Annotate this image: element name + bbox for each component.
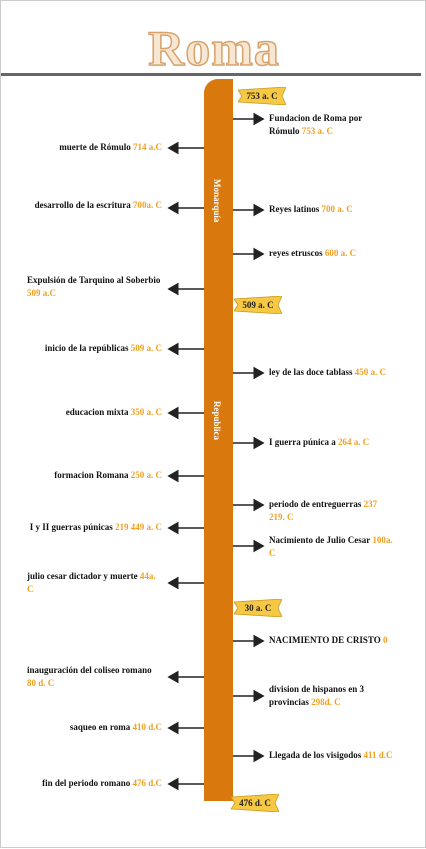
period-label: Republica <box>212 401 222 441</box>
event-text: saqueo en roma <box>69 722 131 732</box>
event-text: inicio de la repúblicas <box>44 343 129 353</box>
event: muerte de Rómulo 714 a.C <box>59 141 162 154</box>
period-label: Monarquía <box>212 179 222 223</box>
event-date: 250 a. C <box>130 470 162 480</box>
event-date: 700 a. C <box>321 204 353 214</box>
date-banner: 509 a. C <box>234 296 282 314</box>
event: I y II guerras púnicas 219 449 a. C <box>30 521 162 534</box>
event-text: I y II guerras púnicas <box>29 522 113 532</box>
event-text: formacion Romana <box>54 470 129 480</box>
event-date: 100a. C <box>269 535 393 558</box>
event-text: Llegada de los visigodos <box>269 750 362 760</box>
event-date: 509 a. C <box>130 343 162 353</box>
event: I guerra púnica a 264 a. C <box>269 436 369 449</box>
event: julio cesar dictador y muerte 44a. C <box>27 570 162 596</box>
event: formacion Romana 250 a. C <box>54 469 162 482</box>
event: Nacimiento de Julio Cesar 100a. C <box>269 534 394 560</box>
event-date: 350 a. C <box>130 407 162 417</box>
event-text: muerte de Rómulo <box>59 142 131 152</box>
event-date: 264 a. C <box>338 437 370 447</box>
event-date: 80 d. C <box>27 678 55 688</box>
banner-text: 476 d. C <box>239 798 271 808</box>
event: inauguración del coliseo romano 80 d. C <box>27 664 162 690</box>
event-text: Fundacion de Roma por Rómulo <box>269 113 363 136</box>
event-text: periodo de entreguerras <box>269 499 362 509</box>
event: fin del periodo romano 476 d.C <box>42 777 162 790</box>
event-text: Reyes latinos <box>269 204 320 214</box>
event-date: 411 d.C <box>363 750 393 760</box>
event-date: 753 a. C <box>301 126 334 136</box>
event-text: reyes etruscos <box>269 248 323 258</box>
event-date: 44a. C <box>27 571 156 594</box>
title: Roma <box>147 19 280 77</box>
event-date: 219 449 a. C <box>115 522 162 532</box>
event: Expulsión de Tarquino al Soberbio 509 a.… <box>27 274 162 300</box>
event-text: desarrollo de la escritura <box>34 200 131 210</box>
event: inicio de la repúblicas 509 a. C <box>45 342 162 355</box>
event-text: Expulsión de Tarquino al Soberbio <box>27 275 161 285</box>
event: division de hispanos en 3 provincias 298… <box>269 683 394 709</box>
rule <box>1 73 421 76</box>
event: saqueo en roma 410 d.C <box>70 721 162 734</box>
event-text: NACIMIENTO DE CRISTO <box>269 635 381 645</box>
event-text: division de hispanos en 3 provincias <box>269 684 365 707</box>
event-text: Nacimiento de Julio Cesar <box>269 535 371 545</box>
event: Fundacion de Roma por Rómulo 753 a. C <box>269 112 394 138</box>
event-text: educacion mixta <box>65 407 129 417</box>
event: NACIMIENTO DE CRISTO 0 <box>269 634 387 647</box>
event-date: 700a. C <box>133 200 162 210</box>
event-date: 410 d.C <box>132 722 162 732</box>
event: reyes etruscos 600 a. C <box>269 247 356 260</box>
event: ley de las doce tablass 450 a. C <box>269 366 386 379</box>
event-date: 476 d.C <box>132 778 162 788</box>
banner-text: 509 a. C <box>242 300 274 310</box>
event-date: 237 219. C <box>269 499 378 522</box>
event-text: fin del periodo romano <box>42 778 131 788</box>
event-text: I guerra púnica a <box>269 437 336 447</box>
event: educacion mixta 350 a. C <box>66 406 162 419</box>
event-date: 0 <box>382 635 388 645</box>
event: Llegada de los visigodos 411 d.C <box>269 749 393 762</box>
event-date: 509 a.C <box>27 288 56 298</box>
event-date: 298d. C <box>311 697 341 707</box>
banner-text: 30 a. C <box>244 603 272 613</box>
event-date: 600 a. C <box>324 248 357 258</box>
event-text: inauguración del coliseo romano <box>27 665 152 675</box>
date-banner: 30 a. C <box>234 599 282 617</box>
timeline-bar <box>204 79 233 801</box>
event: periodo de entreguerras 237 219. C <box>269 498 394 524</box>
event: desarrollo de la escritura 700a. C <box>35 199 162 212</box>
event-date: 714 a.C <box>133 142 162 152</box>
event-date: 450 a. C <box>354 367 387 377</box>
date-banner: 753 a. C <box>238 87 286 105</box>
date-banner: 476 d. C <box>231 794 279 812</box>
event-text: julio cesar dictador y muerte <box>27 571 138 581</box>
banner-text: 753 a. C <box>246 91 278 101</box>
event-text: ley de las doce tablass <box>269 367 353 377</box>
event: Reyes latinos 700 a. C <box>269 203 353 216</box>
